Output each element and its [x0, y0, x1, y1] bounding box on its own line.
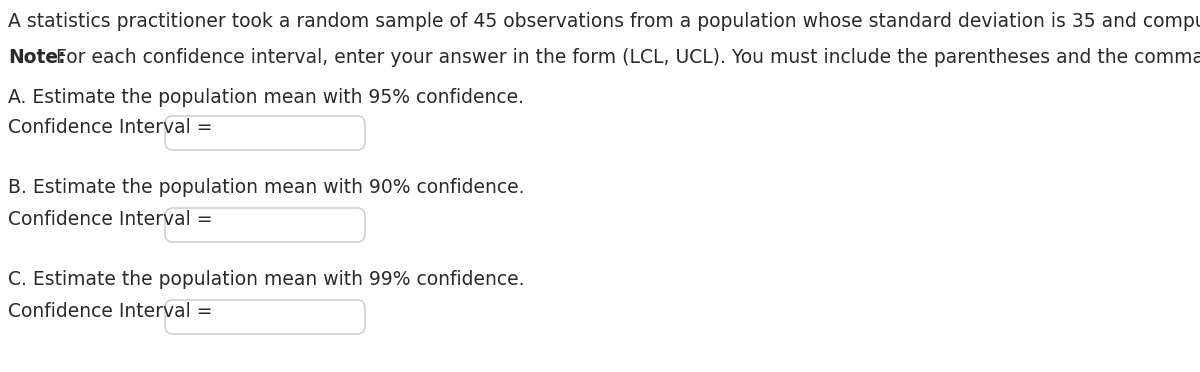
Text: Confidence Interval =: Confidence Interval = — [8, 118, 212, 137]
Text: B. Estimate the population mean with 90% confidence.: B. Estimate the population mean with 90%… — [8, 178, 524, 197]
Text: A statistics practitioner took a random sample of 45 observations from a populat: A statistics practitioner took a random … — [8, 12, 1200, 31]
Text: Confidence Interval =: Confidence Interval = — [8, 210, 212, 229]
Text: Confidence Interval =: Confidence Interval = — [8, 302, 212, 321]
Text: For each confidence interval, enter your answer in the form (LCL, UCL). You must: For each confidence interval, enter your… — [50, 48, 1200, 67]
Text: A. Estimate the population mean with 95% confidence.: A. Estimate the population mean with 95%… — [8, 88, 524, 107]
Text: C. Estimate the population mean with 99% confidence.: C. Estimate the population mean with 99%… — [8, 270, 524, 289]
FancyBboxPatch shape — [166, 300, 365, 334]
FancyBboxPatch shape — [166, 208, 365, 242]
FancyBboxPatch shape — [166, 116, 365, 150]
Text: Note:: Note: — [8, 48, 66, 67]
